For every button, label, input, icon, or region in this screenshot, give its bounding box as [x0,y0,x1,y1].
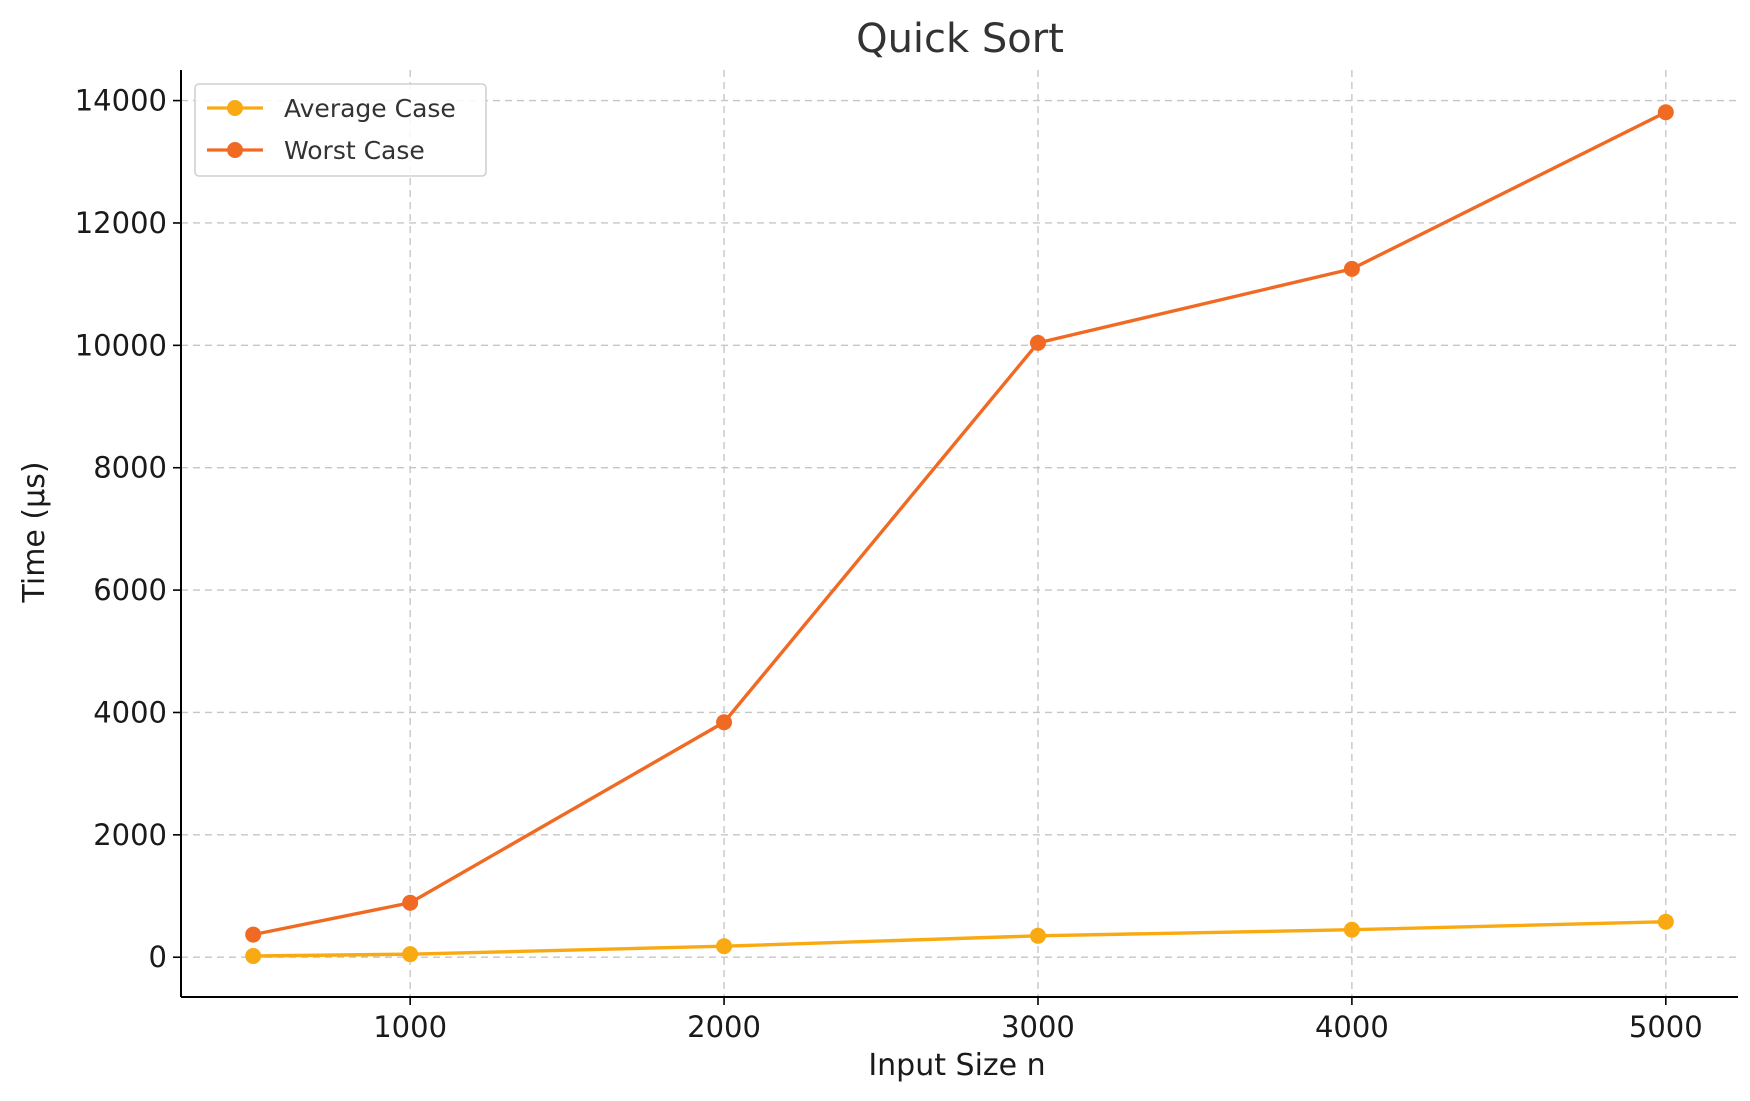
data-point-average-case [716,938,733,955]
data-point-worst-case [1343,260,1360,277]
grid-lines [181,70,1738,997]
x-tick-label: 3000 [1001,1010,1075,1044]
y-tick-label: 2000 [93,818,167,852]
data-point-average-case [1657,913,1674,930]
x-tick-label: 5000 [1629,1010,1703,1044]
axis-ticks: 1000 2000 3000 4000 5000 0 2000 4000 6000 8000 100… [75,84,1703,1044]
series-lines [245,104,1674,965]
legend: Average Case Worst Case [194,83,487,177]
x-tick-label: 4000 [1315,1010,1389,1044]
legend-marker-worst-case [227,142,243,158]
data-point-average-case [1029,927,1046,944]
y-tick-label: 12000 [75,206,167,240]
data-point-worst-case [716,714,733,731]
series-line-worst-case [251,110,1668,937]
legend-box [194,83,487,177]
series-line-average-case [251,920,1668,958]
y-axis-label: Time (µs) [17,461,52,603]
y-tick-label: 0 [149,940,167,974]
y-tick-label: 14000 [75,84,167,118]
data-point-worst-case [245,926,262,943]
x-tick-label: 1000 [373,1010,447,1044]
data-point-worst-case [402,894,419,911]
legend-label-average-case: Average Case [284,94,456,123]
data-point-worst-case [1657,104,1674,121]
y-tick-label: 6000 [93,573,167,607]
data-point-average-case [245,948,262,965]
x-tick-label: 2000 [687,1010,761,1044]
data-point-average-case [1343,921,1360,938]
data-point-average-case [402,946,419,963]
data-point-worst-case [1029,334,1046,351]
x-axis-label: Input Size n [868,1048,1045,1083]
y-tick-label: 10000 [75,328,167,362]
y-tick-label: 4000 [93,695,167,729]
y-tick-label: 8000 [93,451,167,485]
legend-label-worst-case: Worst Case [284,136,425,165]
legend-marker-average-case [227,100,243,116]
chart-title: Quick Sort [856,16,1064,62]
